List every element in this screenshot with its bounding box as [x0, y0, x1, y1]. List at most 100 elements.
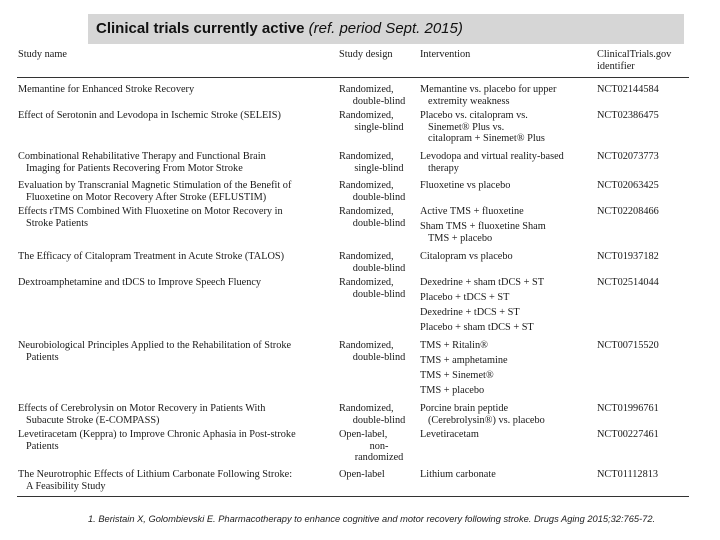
study-design-line: double-blind: [352, 351, 406, 363]
table-header: Study name Study design Intervention Cli…: [17, 46, 689, 78]
study-design-line: double-blind: [352, 288, 406, 300]
slide-title-main: Clinical trials currently active: [96, 20, 305, 37]
trial-identifier: NCT02063425: [597, 180, 659, 191]
study-design-line: randomized: [354, 452, 404, 463]
intervention-item: Placebo vs. citalopram vs. Sinemet® Plus …: [420, 110, 596, 145]
study-name-line: Dextroamphetamine and tDCS to Improve Sp…: [18, 277, 262, 288]
study-design-line: single-blind: [354, 121, 404, 133]
study-design-line: Randomized,: [339, 403, 394, 414]
study-name-line: Effects rTMS Combined With Fluoxetine on…: [18, 206, 283, 217]
study-design-line: non-: [369, 440, 389, 452]
intervention-line: Placebo + sham tDCS + ST: [420, 322, 534, 333]
study-design-line: Randomized,: [339, 251, 394, 262]
study-design-cell: Randomized, double-blind: [339, 206, 419, 229]
study-design-line: double-blind: [352, 262, 406, 274]
study-design-line: Randomized,: [339, 151, 394, 162]
intervention-item: Sham TMS + fluoxetine Sham TMS + placebo: [420, 221, 596, 244]
study-name-line: Neurobiological Principles Applied to th…: [18, 340, 292, 351]
study-name-line: Evaluation by Transcranial Magnetic Stim…: [18, 180, 292, 191]
intervention-item: Placebo + sham tDCS + ST: [420, 322, 596, 334]
header-rule: [17, 77, 689, 78]
study-name-line: Patients: [26, 440, 59, 452]
intervention-line: Sham TMS + fluoxetine Sham: [420, 221, 546, 232]
intervention-line: Active TMS + fluoxetine: [420, 206, 524, 217]
study-design-cell: Randomized, double-blind: [339, 180, 419, 203]
trial-identifier: NCT01996761: [597, 403, 659, 414]
study-name-cell: Effects of Cerebrolysin on Motor Recover…: [18, 403, 333, 426]
study-name-line: Fluoxetine on Motor Recovery After Strok…: [26, 191, 267, 203]
trial-identifier-cell: NCT02144584: [597, 84, 689, 96]
study-design-cell: Open-label: [339, 469, 419, 481]
intervention-item: Citalopram vs placebo: [420, 251, 596, 263]
bottom-rule: [17, 496, 689, 497]
intervention-item: Dexedrine + tDCS + ST: [420, 307, 596, 319]
study-name-cell: The Efficacy of Citalopram Treatment in …: [18, 251, 333, 263]
intervention-line: Dexedrine + sham tDCS + ST: [420, 277, 545, 288]
intervention-item: TMS + Ritalin®: [420, 340, 596, 352]
intervention-line: Placebo vs. citalopram vs.: [420, 110, 528, 121]
trial-identifier-cell: NCT02063425: [597, 180, 689, 192]
study-design-cell: Randomized, single-blind: [339, 110, 419, 133]
header-identifier-line: ClinicalTrials.gov: [597, 49, 672, 60]
trial-identifier-cell: NCT01996761: [597, 403, 689, 415]
study-name-line: The Neurotrophic Effects of Lithium Carb…: [18, 469, 293, 480]
trial-identifier-cell: NCT02386475: [597, 110, 689, 122]
study-name-line: Effects of Cerebrolysin on Motor Recover…: [18, 403, 266, 414]
study-design-line: double-blind: [352, 95, 406, 107]
intervention-line: Citalopram vs placebo: [420, 251, 513, 262]
study-design-line: Open-label: [339, 469, 385, 480]
intervention-line: Lithium carbonate: [420, 469, 496, 480]
study-name-cell: Neurobiological Principles Applied to th…: [18, 340, 333, 363]
study-name-line: Patients: [26, 351, 59, 363]
study-name-cell: Dextroamphetamine and tDCS to Improve Sp…: [18, 277, 333, 289]
intervention-line: TMS + Sinemet®: [420, 370, 494, 381]
study-design-line: double-blind: [352, 414, 406, 426]
intervention-cell: Dexedrine + sham tDCS + ST Placebo + tDCS…: [420, 277, 596, 334]
intervention-item: TMS + placebo: [420, 385, 596, 397]
intervention-cell: TMS + Ritalin® TMS + amphetamine TMS + Sin…: [420, 340, 596, 397]
header-intervention: Intervention: [420, 49, 471, 60]
study-design-cell: Randomized, double-blind: [339, 277, 419, 300]
intervention-line: TMS + amphetamine: [420, 355, 508, 366]
intervention-cell: Levodopa and virtual reality-based therap…: [420, 151, 596, 174]
intervention-item: TMS + Sinemet®: [420, 370, 596, 382]
intervention-cell: Porcine brain peptide (Cerebrolysin®) vs.…: [420, 403, 596, 426]
intervention-cell: Fluoxetine vs placebo: [420, 180, 596, 192]
trial-identifier-cell: NCT02073773: [597, 151, 689, 163]
study-name-line: A Feasibility Study: [26, 480, 106, 492]
study-name-line: The Efficacy of Citalopram Treatment in …: [18, 251, 285, 262]
header-study-name: Study name: [18, 49, 67, 60]
study-name-cell: Levetiracetam (Keppra) to Improve Chroni…: [18, 429, 333, 452]
intervention-cell: Placebo vs. citalopram vs. Sinemet® Plus …: [420, 110, 596, 145]
intervention-line: (Cerebrolysin®) vs. placebo: [428, 414, 545, 426]
clinical-trials-table: Study name Study design Intervention Cli…: [17, 46, 689, 498]
study-name-cell: The Neurotrophic Effects of Lithium Carb…: [18, 469, 333, 492]
study-design-cell: Randomized, double-blind: [339, 251, 419, 274]
study-design-cell: Open-label, non-randomized: [339, 429, 419, 464]
study-design-line: Randomized,: [339, 277, 394, 288]
trial-identifier-cell: NCT02208466: [597, 206, 689, 218]
intervention-cell: Lithium carbonate: [420, 469, 596, 481]
intervention-line: Fluoxetine vs placebo: [420, 180, 511, 191]
intervention-item: Active TMS + fluoxetine: [420, 206, 596, 218]
trial-identifier: NCT02386475: [597, 110, 659, 121]
intervention-item: Fluoxetine vs placebo: [420, 180, 596, 192]
study-design-line: double-blind: [352, 191, 406, 203]
study-name-line: Levetiracetam (Keppra) to Improve Chroni…: [18, 429, 296, 440]
intervention-line: Placebo + tDCS + ST: [420, 292, 510, 303]
intervention-cell: Citalopram vs placebo: [420, 251, 596, 263]
intervention-item: Porcine brain peptide (Cerebrolysin®) vs.…: [420, 403, 596, 426]
study-name-cell: Effects rTMS Combined With Fluoxetine on…: [18, 206, 333, 229]
trial-identifier: NCT01937182: [597, 251, 659, 262]
intervention-item: Lithium carbonate: [420, 469, 596, 481]
trial-identifier-cell: NCT02514044: [597, 277, 689, 289]
trial-identifier: NCT02514044: [597, 277, 659, 288]
slide-title-period: (ref. period Sept. 2015): [308, 20, 463, 37]
trial-identifier: NCT02208466: [597, 206, 659, 217]
intervention-line: therapy: [428, 162, 459, 174]
study-design-line: Open-label,: [339, 429, 388, 440]
intervention-line: citalopram + Sinemet® Plus: [428, 133, 545, 144]
study-design-cell: Randomized, double-blind: [339, 84, 419, 107]
study-design-cell: Randomized, single-blind: [339, 151, 419, 174]
study-design-line: double-blind: [352, 217, 406, 229]
